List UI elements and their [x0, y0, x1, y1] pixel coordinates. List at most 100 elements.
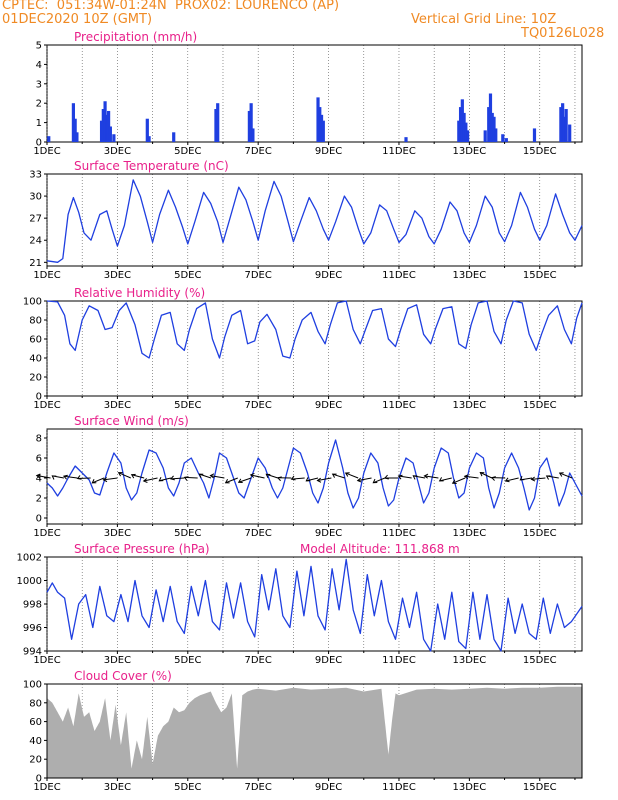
wind-arrow [480, 472, 493, 479]
station-header: CPTEC: 051:34W-01:24N PROX02: LOURENCO (… [2, 0, 340, 13]
y-tick-label: 21 [29, 258, 42, 269]
x-tick-label: 15DEC [523, 782, 557, 793]
wind-arrow-head [290, 475, 296, 481]
x-tick-label: 5DEC [174, 146, 201, 157]
precip-bar [562, 116, 567, 142]
wind-arrow-head [438, 477, 444, 482]
y-tick-label: 1002 [17, 553, 42, 564]
precip-bar [247, 110, 251, 142]
wind-arrow-head [558, 472, 564, 477]
wind-arrow-head [305, 477, 311, 482]
panel-title: Surface Wind (m/s) [74, 414, 189, 428]
wind-arrow-head [397, 474, 403, 480]
x-tick-label: 7DEC [244, 528, 271, 539]
y-tick-label: 0 [36, 774, 42, 785]
y-tick-label: 0 [36, 138, 42, 149]
y-tick-label: 998 [23, 600, 42, 611]
y-tick-label: 996 [23, 623, 42, 634]
x-tick-label: 7DEC [244, 655, 271, 666]
precip-bar [561, 103, 565, 142]
wind-arrow-head [142, 478, 148, 483]
y-tick-label: 5 [36, 41, 42, 52]
precip-bar [458, 107, 463, 142]
x-tick-label: 11DEC [382, 270, 416, 281]
panel-title: Relative Humidity (%) [74, 286, 205, 300]
precip-bar [492, 116, 496, 142]
x-tick-label: 3DEC [104, 270, 131, 281]
x-tick-label: 9DEC [315, 146, 342, 157]
precip-bar [460, 99, 464, 142]
run-date: 01DEC2020 10Z (GMT) [2, 12, 153, 27]
precip-bar [564, 109, 568, 142]
wind-arrow [505, 477, 519, 482]
wind-arrow-head [224, 479, 230, 484]
precip-bar [71, 103, 75, 142]
precip-bar [105, 114, 109, 142]
wind-arrow [199, 473, 212, 479]
x-tick-label: 11DEC [382, 655, 416, 666]
x-tick-label: 7DEC [244, 400, 271, 411]
wind-arrow [291, 477, 305, 480]
y-tick-label: 994 [23, 647, 42, 658]
wind-arrow [332, 473, 345, 479]
precip-bar [216, 103, 220, 142]
panel-6: 0 20 40 60 80 100 1DEC 3DEC 5DEC 7DEC 9DEC 11DEC 13D… [23, 669, 583, 793]
x-tick-label: 11DEC [382, 400, 416, 411]
wind-arrow [131, 474, 145, 479]
precip-bar [501, 134, 505, 142]
x-tick-label: 3DEC [104, 528, 131, 539]
panel-3: 0 20 40 60 80 100 1DEC 3DEC 5DEC 7DEC 9DEC 11DEC 13D… [23, 286, 583, 411]
wind-arrow [36, 474, 51, 479]
wind-arrow-head [463, 474, 469, 480]
panel-frame [46, 556, 583, 652]
precip-bar [487, 107, 491, 142]
precip-bar [103, 101, 107, 142]
wind-arrow [373, 477, 386, 484]
wind-arrow [250, 474, 265, 479]
x-tick-label: 5DEC [174, 782, 201, 793]
y-tick-label: 27 [29, 214, 42, 225]
x-tick-label: 5DEC [174, 655, 201, 666]
wind-arrow [170, 477, 185, 480]
x-tick-label: 3DEC [104, 782, 131, 793]
x-tick-label: 1DEC [33, 782, 60, 793]
wind-arrow [357, 477, 372, 482]
y-tick-label: 20 [29, 755, 42, 766]
x-tick-label: 5DEC [174, 400, 201, 411]
precip-bar [316, 97, 320, 142]
precip-bar [321, 120, 325, 142]
x-tick-label: 9DEC [315, 782, 342, 793]
y-tick-label: 0 [36, 514, 42, 525]
wind-arrow-head [504, 477, 510, 483]
precip-bar [214, 109, 218, 142]
wind-arrow-head [198, 473, 204, 478]
y-tick-label: 33 [29, 170, 42, 181]
x-tick-label: 13DEC [453, 528, 487, 539]
panel-frame [46, 300, 583, 397]
precip-bar [47, 136, 51, 142]
x-tick-label: 13DEC [453, 655, 487, 666]
x-tick-label: 3DEC [104, 655, 131, 666]
wind-arrow [424, 475, 439, 479]
precip-bar [404, 137, 408, 142]
wind-arrow [531, 477, 546, 480]
y-tick-label: 2 [36, 494, 42, 505]
y-tick-label: 100 [23, 680, 42, 691]
wind-arrow [439, 477, 452, 482]
wind-arrow-head [356, 477, 362, 483]
precip-bar [568, 124, 572, 142]
precip-bar [101, 109, 105, 142]
x-tick-label: 13DEC [453, 270, 487, 281]
panel-title: Cloud Cover (%) [74, 669, 172, 683]
wind-arrow-head [209, 473, 215, 479]
wind-arrow-head [519, 476, 525, 481]
y-tick-label: 4 [36, 474, 42, 485]
series-line [46, 300, 583, 359]
precip-bar [504, 138, 508, 142]
y-tick-label: 30 [29, 192, 42, 203]
wind-arrow-head [316, 477, 322, 483]
y-tick-label: 40 [29, 354, 42, 365]
panel-4: 0 2 4 6 8 1DEC 3DEC 5DEC 7DEC 9DEC 11DEC 13DEC 15DEC… [33, 414, 583, 539]
wind-arrow-head [451, 479, 457, 484]
y-tick-label: 40 [29, 736, 42, 747]
